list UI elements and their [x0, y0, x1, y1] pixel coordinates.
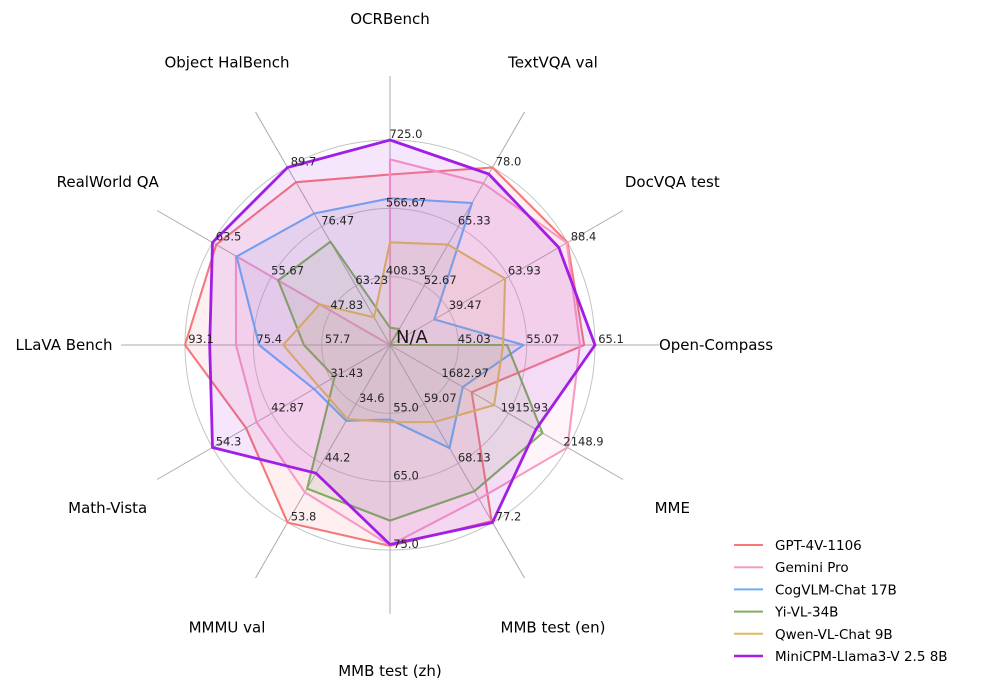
tick-label-mmb-test-zh-0: 75.0: [393, 537, 419, 551]
legend-label-minicpm-llama3-v-2-5-8b: MiniCPM-Llama3-V 2.5 8B: [775, 649, 948, 665]
tick-label-mmb-test-en-0: 77.2: [496, 510, 522, 524]
tick-label-docvqa-test-1: 63.93: [508, 264, 541, 278]
legend: GPT-4V-1106 Gemini Pro CogVLM-Chat 17B Yi-V…: [734, 538, 948, 665]
tick-labels: 725.0 566.67 408.33 78.0 65.33 52.67 88.4 63.93…: [188, 127, 624, 551]
series-outline-qwen-vl-chat-9b: [282, 241, 507, 424]
legend-label-qwen-vl-chat-9b: Qwen-VL-Chat 9B: [775, 627, 893, 643]
axis-spoke-math-vista: [156, 344, 391, 480]
axis-label-mmb-test-zh: MMB test (zh): [338, 662, 442, 680]
tick-label-ocrbench-0: 725.0: [390, 127, 423, 141]
tick-label-ocrbench-1: 566.67: [386, 195, 426, 209]
series-fill-gemini-pro: [235, 159, 580, 546]
tick-label-math-vista-1: 42.87: [271, 400, 304, 414]
axis-label-textvqa-val: TextVQA val: [507, 54, 598, 72]
tick-label-open-compass-2: 45.03: [458, 332, 491, 346]
legend-item-cogvlm-chat-17b: CogVLM-Chat 17B: [734, 582, 897, 598]
axis-spoke-textvqa-val: [389, 111, 525, 346]
axis-label-llava-bench: LLaVA Bench: [15, 336, 112, 354]
axis-label-mmb-test-en: MMB test (en): [501, 618, 606, 636]
tick-label-mmb-test-en-1: 68.13: [458, 450, 491, 464]
tick-label-textvqa-val-2: 52.67: [424, 273, 457, 287]
legend-item-gemini-pro: Gemini Pro: [734, 560, 849, 576]
legend-label-cogvlm-chat-17b: CogVLM-Chat 17B: [775, 582, 897, 598]
tick-label-mme-0: 2148.9: [563, 435, 603, 449]
tick-label-ocrbench-2: 408.33: [386, 264, 426, 278]
axis-label-mmmu-val: MMMU val: [189, 618, 266, 636]
tick-label-open-compass-1: 55.07: [526, 332, 559, 346]
tick-label-object-halbench-2: 63.23: [355, 273, 388, 287]
tick-label-math-vista-0: 54.3: [216, 435, 242, 449]
axis-label-open-compass: Open-Compass: [659, 336, 773, 354]
tick-label-mme-1: 1915.93: [501, 400, 549, 414]
axis-spoke-mmb-test-en: [389, 344, 525, 579]
tick-label-llava-bench-1: 75.4: [256, 332, 282, 346]
series-cogvlm-chat-17b: [235, 197, 525, 450]
axis-label-docvqa-test: DocVQA test: [625, 173, 720, 191]
tick-label-mmb-test-en-2: 59.07: [424, 391, 457, 405]
tick-label-docvqa-test-0: 88.4: [571, 230, 597, 244]
tick-label-mmb-test-zh-1: 65.0: [393, 469, 419, 483]
series-fill-minicpm-llama3-v-2-5-8b: [209, 140, 595, 545]
tick-label-open-compass-0: 65.1: [598, 332, 624, 346]
tick-label-docvqa-test-2: 39.47: [449, 298, 482, 312]
series-fill-gpt-4v-1106: [185, 167, 585, 546]
tick-label-mme-2: 1682.97: [441, 366, 489, 380]
series-yi-vl-34b: [277, 240, 544, 522]
legend-item-qwen-vl-chat-9b: Qwen-VL-Chat 9B: [734, 627, 893, 643]
series-fill-yi-vl-34b: [278, 241, 543, 521]
tick-label-textvqa-val-0: 78.0: [496, 155, 522, 169]
tick-label-mmmu-val-1: 44.2: [325, 450, 351, 464]
series-outline-yi-vl-34b: [277, 240, 544, 522]
axis-labels: OCRBench TextVQA val DocVQA test Open-Compa…: [15, 10, 773, 680]
series-fill-qwen-vl-chat-9b: [283, 242, 506, 423]
series-minicpm-llama3-v-2-5-8b: [208, 138, 597, 546]
axis-label-realworld-qa: RealWorld QA: [57, 173, 160, 191]
tick-label-realworld-qa-1: 55.67: [271, 264, 304, 278]
legend-item-minicpm-llama3-v-2-5-8b: MiniCPM-Llama3-V 2.5 8B: [734, 649, 948, 665]
series-layer: [183, 138, 597, 547]
axis-label-mme: MME: [655, 499, 690, 517]
axis-label-object-halbench: Object HalBench: [164, 54, 289, 72]
axis-spoke-mme: [389, 344, 624, 480]
axis-spoke-mmmu-val: [255, 344, 391, 579]
tick-label-realworld-qa-2: 47.83: [330, 298, 363, 312]
legend-label-gemini-pro: Gemini Pro: [775, 560, 849, 576]
legend-item-gpt-4v-1106: GPT-4V-1106: [734, 538, 862, 554]
series-outline-cogvlm-chat-17b: [235, 197, 525, 450]
axis-label-ocrbench: OCRBench: [350, 10, 429, 28]
tick-label-object-halbench-1: 76.47: [321, 214, 354, 228]
tick-label-llava-bench-2: 57.7: [325, 332, 351, 346]
axis-spoke-object-halbench: [255, 111, 391, 346]
tick-label-llava-bench-0: 93.1: [188, 332, 214, 346]
tick-label-object-halbench-0: 89.7: [291, 155, 317, 169]
tick-label-mmmu-val-2: 34.6: [359, 391, 385, 405]
axis-spoke-docvqa-test: [389, 210, 624, 346]
legend-item-yi-vl-34b: Yi-VL-34B: [734, 605, 838, 621]
tick-label-mmmu-val-0: 53.8: [291, 510, 317, 524]
legend-label-gpt-4v-1106: GPT-4V-1106: [775, 538, 862, 554]
series-outline-minicpm-llama3-v-2-5-8b: [208, 138, 597, 546]
tick-label-mmb-test-zh-2: 55.0: [393, 400, 419, 414]
center-na-label: N/A: [396, 327, 429, 348]
series-fill-cogvlm-chat-17b: [236, 198, 524, 449]
series-qwen-vl-chat-9b: [282, 241, 507, 424]
tick-label-math-vista-2: 31.43: [330, 366, 363, 380]
axis-label-math-vista: Math-Vista: [68, 499, 147, 517]
tick-label-realworld-qa-0: 63.5: [216, 230, 242, 244]
legend-label-yi-vl-34b: Yi-VL-34B: [774, 605, 838, 621]
tick-label-textvqa-val-1: 65.33: [458, 214, 491, 228]
